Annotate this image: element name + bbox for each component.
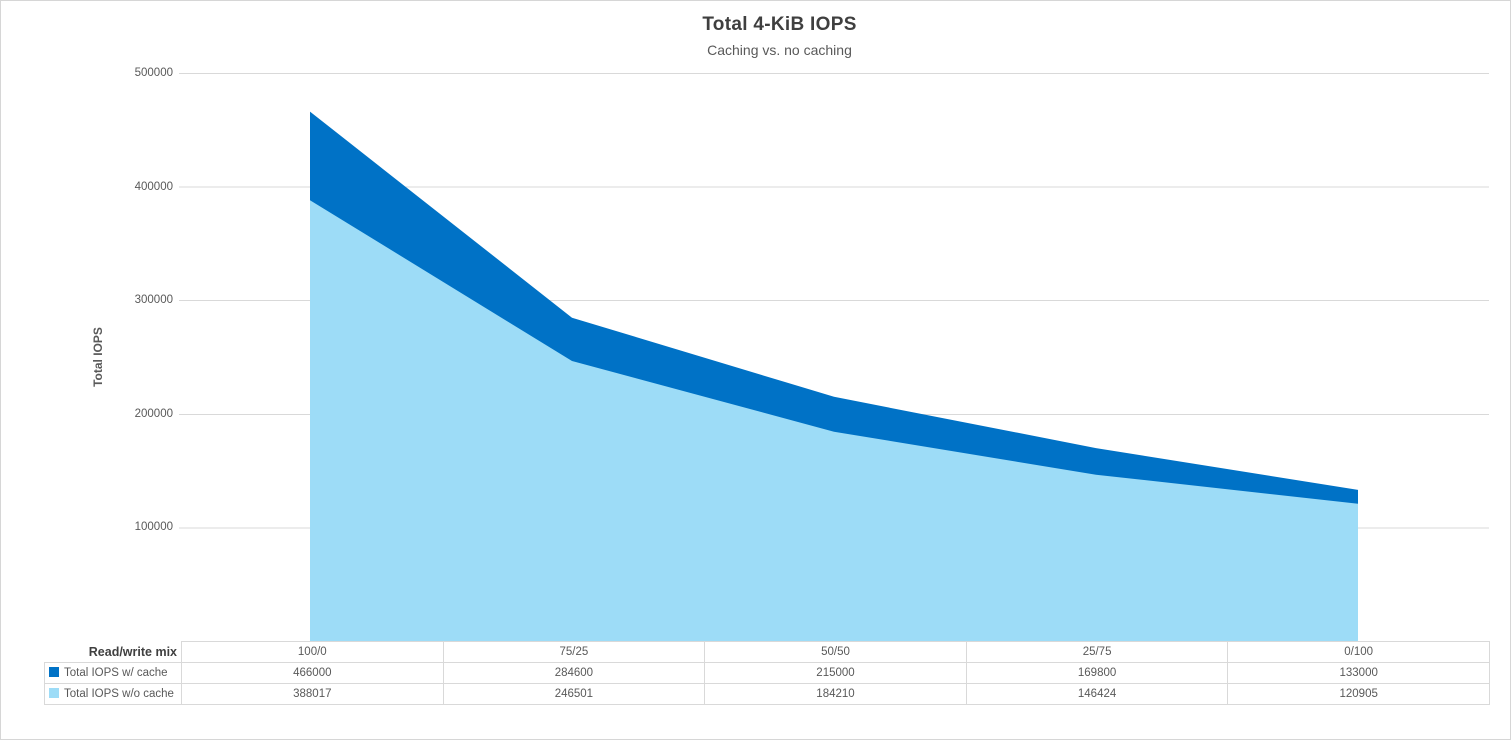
series-label-cell: Total IOPS w/o cache: [44, 683, 182, 705]
chart-title: Total 4-KiB IOPS: [702, 14, 857, 35]
category-cell: 25/75: [965, 641, 1229, 663]
y-tick-label: 400000: [134, 180, 173, 193]
y-axis-title: Total IOPS: [91, 327, 105, 387]
series-label-cell: Total IOPS w/ cache: [44, 662, 182, 684]
y-tick-label: 200000: [134, 407, 173, 420]
y-tick-label: 300000: [134, 294, 173, 307]
plot-area: [179, 73, 1489, 641]
value-cell: 169800: [965, 662, 1229, 684]
value-cell: 120905: [1227, 683, 1490, 705]
table-row-series: Total IOPS w/ cache 466000 284600 215000 169…: [44, 662, 1490, 684]
category-cell: 75/25: [442, 641, 706, 663]
category-cell: 100/0: [181, 641, 444, 663]
value-cell: 388017: [181, 683, 444, 705]
data-table: Read/write mix 100/0 75/25 50/50 25/75 0/100 T…: [44, 641, 1490, 705]
area-series-without-cache: [310, 200, 1358, 641]
series-name: Total IOPS w/o cache: [64, 688, 174, 700]
value-cell: 133000: [1227, 662, 1490, 684]
legend-swatch-with-cache: [49, 667, 59, 677]
value-cell: 215000: [704, 662, 967, 684]
legend-swatch-without-cache: [49, 688, 59, 698]
category-cell: 50/50: [704, 641, 967, 663]
category-cell: 0/100: [1227, 641, 1490, 663]
value-cell: 466000: [181, 662, 444, 684]
table-row-categories: Read/write mix 100/0 75/25 50/50 25/75 0/100: [44, 641, 1490, 663]
y-tick-label: 100000: [134, 521, 173, 534]
value-cell: 246501: [442, 683, 706, 705]
chart-subtitle: Caching vs. no caching: [707, 42, 852, 58]
table-row-series: Total IOPS w/o cache 388017 246501 184210 14…: [44, 683, 1490, 705]
value-cell: 146424: [965, 683, 1229, 705]
value-cell: 284600: [442, 662, 706, 684]
table-corner-readwrite-mix: Read/write mix: [44, 641, 182, 663]
value-cell: 184210: [704, 683, 967, 705]
series-name: Total IOPS w/ cache: [64, 667, 168, 679]
y-tick-label: 500000: [134, 67, 173, 79]
